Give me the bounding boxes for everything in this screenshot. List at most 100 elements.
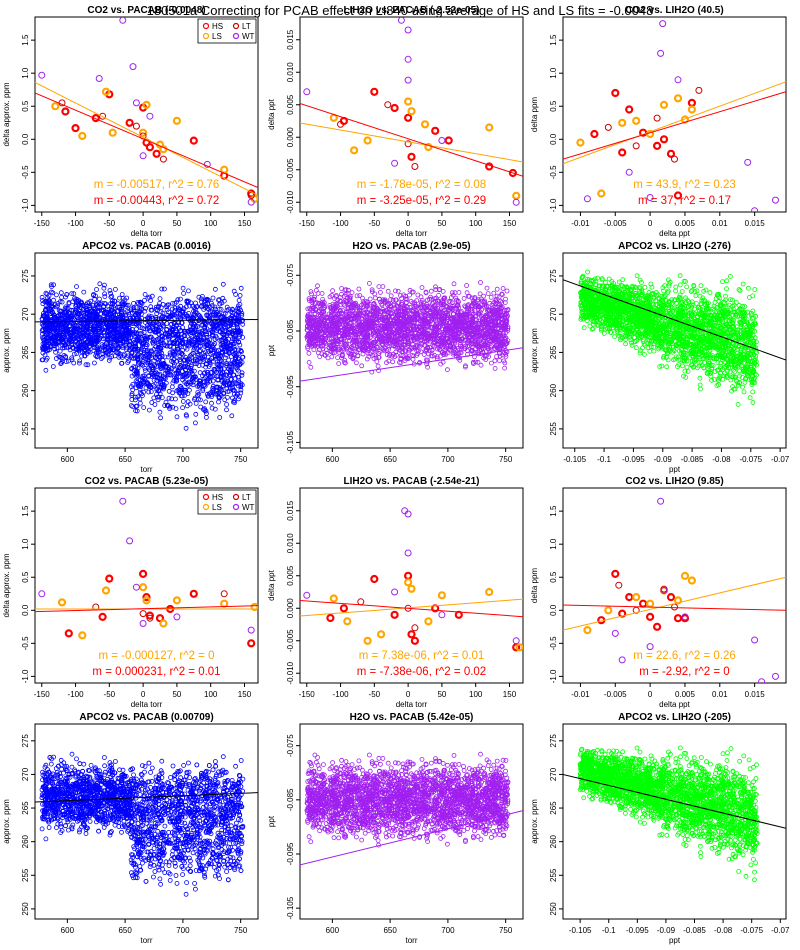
- data-point: [625, 168, 633, 176]
- y-tick-label: -0.085: [286, 788, 295, 811]
- data-point: [618, 609, 627, 618]
- data-point: [350, 146, 359, 155]
- data-point: [645, 612, 655, 622]
- y-tick-label: 260: [21, 834, 30, 848]
- x-tick-label: -0.075: [739, 455, 762, 464]
- y-tick-label: 1.0: [21, 67, 30, 79]
- data-point: [303, 591, 311, 599]
- data-point: [659, 100, 669, 110]
- y-tick-label: 0.010: [286, 533, 295, 554]
- fit-line: [300, 810, 523, 866]
- data-point: [38, 590, 46, 598]
- data-point: [576, 138, 585, 147]
- data-point: [326, 613, 335, 623]
- data-point: [152, 149, 161, 158]
- x-tick-label: -0.005: [604, 690, 627, 699]
- y-tick-label: 255: [549, 868, 558, 882]
- y-tick-label: 1.5: [21, 34, 30, 46]
- x-tick-label: 0: [406, 219, 411, 228]
- y-tick-label: 0.005: [286, 94, 295, 115]
- legend-marker: [232, 32, 240, 40]
- legend-marker: [202, 503, 210, 511]
- data-point: [139, 610, 147, 618]
- data-point: [618, 148, 627, 157]
- plot-area: [563, 269, 786, 407]
- data-point: [142, 100, 151, 110]
- point-cloud: [578, 269, 759, 407]
- data-point: [404, 113, 413, 122]
- data-point: [597, 189, 606, 198]
- x-tick-label: 0: [406, 690, 411, 699]
- x-tick-label: 700: [441, 455, 455, 464]
- data-point: [139, 152, 147, 160]
- y-tick-label: 275: [21, 269, 30, 283]
- y-tick-label: 260: [549, 383, 558, 397]
- data-point: [404, 510, 412, 518]
- data-point: [407, 107, 416, 116]
- data-point: [671, 155, 678, 163]
- data-point: [142, 592, 151, 602]
- fit-line: [300, 122, 523, 163]
- data-point: [370, 87, 379, 96]
- x-axis-label: delta torr: [131, 229, 163, 238]
- data-point: [172, 596, 181, 605]
- legend-label: HS: [212, 22, 223, 31]
- data-point: [119, 17, 127, 24]
- data-point: [404, 97, 413, 106]
- series-lt: [604, 86, 703, 163]
- fit-line: [300, 102, 523, 177]
- data-point: [391, 588, 399, 596]
- panel-title: LIH2O vs. PACAB (-2.52e-05): [344, 5, 480, 16]
- data-point: [751, 636, 759, 644]
- data-point: [105, 574, 114, 583]
- x-tick-label: 650: [118, 455, 132, 464]
- data-point: [339, 604, 348, 613]
- data-point: [329, 594, 338, 603]
- plot-frame: [299, 16, 524, 213]
- y-tick-label: -0.010: [286, 190, 295, 213]
- x-tick-label: -150: [299, 690, 316, 699]
- plot-frame: [299, 487, 524, 684]
- series-wt: [303, 17, 520, 206]
- series-wt: [303, 507, 520, 645]
- y-tick-label: -0.085: [286, 319, 295, 342]
- data-point: [681, 613, 689, 621]
- data-point: [126, 537, 134, 545]
- fit-line: [35, 792, 258, 803]
- data-point: [51, 102, 60, 111]
- x-tick-label: -0.085: [683, 926, 706, 935]
- data-point: [687, 105, 697, 114]
- x-tick-label: -0.1: [597, 455, 611, 464]
- y-tick-label: 0.015: [286, 29, 295, 50]
- data-point: [407, 584, 416, 593]
- data-point: [247, 626, 255, 634]
- y-tick-label: 0.015: [286, 500, 295, 521]
- x-tick-label: 750: [234, 926, 248, 935]
- y-tick-label: 0.0: [549, 133, 558, 145]
- data-point: [625, 105, 634, 114]
- data-point: [512, 198, 520, 206]
- data-point: [139, 620, 147, 627]
- fit-annotation: m = 37, r^2 = 0.17: [638, 195, 731, 207]
- panel-9: CO2 vs. LIH2O (9.85) -0.01 -0.005 0 0.005 0.0…: [530, 476, 787, 709]
- y-tick-label: 0.0: [21, 604, 30, 616]
- data-point: [657, 49, 665, 57]
- data-point: [652, 141, 662, 150]
- data-point: [632, 592, 641, 602]
- fit-annotation: m = 0.000231, r^2 = 0.01: [92, 666, 220, 678]
- data-point: [119, 497, 127, 505]
- data-point: [431, 126, 440, 135]
- point-cloud: [39, 751, 246, 897]
- data-point: [411, 624, 419, 632]
- data-point: [485, 587, 494, 597]
- x-tick-label: -0.095: [626, 926, 649, 935]
- y-tick-label: 255: [549, 422, 558, 436]
- plot-area: [300, 280, 523, 382]
- y-tick-label: 265: [549, 801, 558, 815]
- panel-title: APCO2 vs. LIH2O (-205): [618, 712, 731, 723]
- y-tick-label: 1.0: [549, 538, 558, 550]
- x-tick-label: -150: [299, 219, 316, 228]
- data-point: [657, 497, 665, 505]
- panel-12: APCO2 vs. LIH2O (-205) -0.105 -0.1 -0.095 -0…: [530, 712, 790, 945]
- data-point: [758, 678, 766, 683]
